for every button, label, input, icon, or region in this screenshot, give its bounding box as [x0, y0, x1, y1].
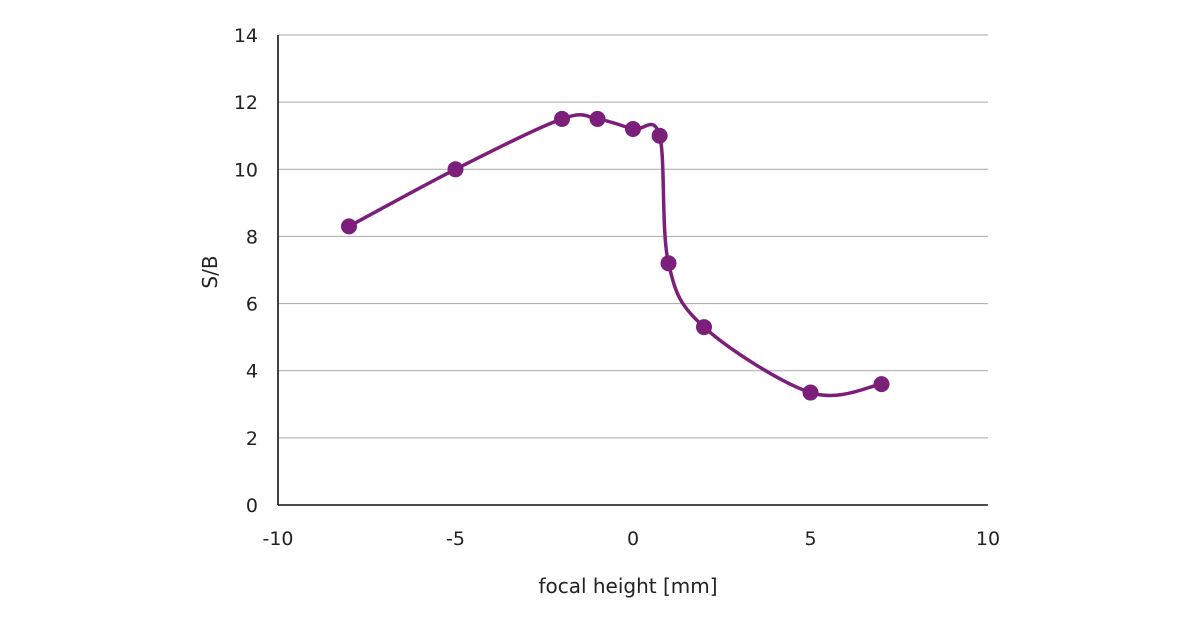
y-tick-label: 0 [246, 495, 258, 517]
y-tick-label: 6 [246, 294, 258, 316]
data-point [873, 376, 890, 393]
data-point [625, 121, 641, 137]
data-point [651, 127, 668, 144]
x-tick-label: -10 [262, 528, 293, 550]
data-point [696, 319, 712, 336]
grid-lines [278, 34, 988, 439]
y-tick-label: 8 [246, 226, 258, 248]
series-line [347, 113, 884, 398]
data-point [554, 110, 570, 127]
axes [277, 35, 988, 506]
x-tick-label: 10 [976, 528, 1000, 550]
x-axis-ticks: -10 -5 0 5 10 [262, 528, 1000, 550]
y-tick-label: 4 [246, 361, 258, 383]
y-axis-label: S/B [198, 255, 222, 288]
data-point [447, 161, 464, 178]
data-point [589, 110, 606, 127]
x-tick-label: 5 [804, 528, 816, 550]
data-point [802, 384, 819, 401]
data-point [341, 218, 357, 235]
data-point [660, 255, 677, 272]
y-axis-ticks: 0 2 4 6 8 10 12 14 [234, 25, 258, 517]
x-axis-label: focal height [mm] [538, 574, 717, 598]
x-tick-label: 0 [627, 528, 639, 550]
y-tick-label: 2 [246, 428, 258, 450]
y-tick-label: 14 [234, 25, 258, 47]
y-tick-label: 12 [234, 92, 258, 114]
data-points [341, 110, 890, 401]
y-tick-label: 10 [234, 159, 258, 181]
x-tick-label: -5 [446, 528, 465, 550]
